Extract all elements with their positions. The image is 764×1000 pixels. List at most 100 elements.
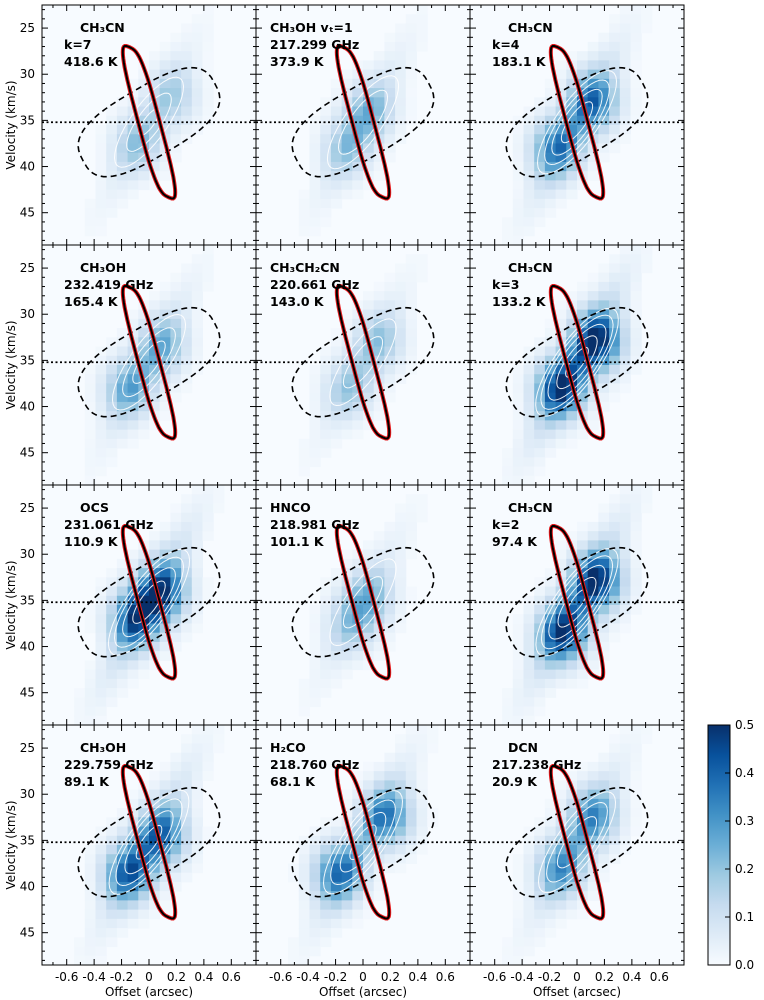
pixel	[523, 715, 535, 725]
pixel	[598, 558, 610, 569]
pixel	[523, 946, 535, 957]
pixel	[352, 401, 364, 412]
pixel	[577, 909, 589, 920]
pixel	[577, 798, 589, 809]
pixel	[405, 291, 417, 301]
pixel	[363, 900, 375, 911]
pixel	[641, 263, 653, 274]
pixel	[330, 826, 343, 837]
pixel	[320, 208, 332, 218]
pixel	[298, 457, 310, 468]
pixel	[191, 752, 203, 763]
pixel	[181, 632, 193, 643]
panel-label-line: 20.9 K	[492, 774, 538, 789]
pixel	[149, 641, 161, 652]
pixel	[405, 826, 417, 837]
pixel	[416, 798, 428, 809]
pixel	[159, 651, 171, 661]
pixel	[309, 826, 321, 837]
pixel	[534, 365, 546, 375]
x-tick-label: 0	[359, 970, 367, 984]
pixel	[363, 134, 375, 144]
pixel	[298, 909, 310, 920]
pixel	[352, 568, 364, 578]
pixel	[149, 909, 161, 920]
pixel	[116, 328, 129, 338]
pixel	[384, 51, 396, 61]
pixel	[373, 152, 385, 163]
pixel	[598, 134, 610, 144]
pixel	[587, 761, 599, 772]
pixel	[512, 152, 524, 163]
pixel	[138, 152, 150, 163]
pixel	[630, 485, 642, 495]
pixel	[149, 69, 161, 80]
model-curve-dashed	[505, 546, 649, 658]
pixel	[202, 263, 214, 274]
pixel	[191, 558, 203, 569]
pixel	[138, 817, 150, 828]
pixel	[309, 660, 321, 671]
panel-image	[256, 485, 470, 725]
pixel	[170, 808, 182, 818]
pixel	[298, 706, 310, 717]
pixel	[619, 789, 631, 800]
pixel	[341, 318, 353, 329]
pixel	[373, 780, 385, 791]
pixel	[534, 180, 546, 191]
pixel	[341, 845, 353, 855]
pixel	[159, 365, 171, 375]
pixel	[181, 586, 193, 597]
pixel	[619, 835, 631, 846]
pixel	[609, 254, 621, 264]
pixel	[534, 605, 546, 615]
pixel	[395, 23, 407, 34]
pixel	[298, 872, 310, 883]
pixel	[309, 688, 321, 698]
pixel	[320, 909, 332, 920]
y-tick-label: 25	[20, 261, 35, 275]
pixel	[630, 60, 642, 71]
pixel	[181, 540, 193, 551]
pixel	[330, 678, 343, 689]
pixel	[598, 752, 610, 763]
pixel	[416, 808, 428, 818]
pixel	[405, 328, 417, 338]
pixel	[181, 549, 193, 560]
pixel	[395, 771, 407, 781]
pixel	[202, 51, 214, 61]
pixel	[609, 586, 621, 597]
pixel	[598, 605, 610, 615]
pixel	[95, 438, 107, 449]
pixel	[619, 780, 631, 791]
pixel	[106, 900, 118, 911]
pixel	[127, 401, 139, 412]
pixel	[523, 706, 535, 717]
pixel	[512, 660, 524, 671]
pixel	[566, 328, 578, 338]
pixel	[619, 337, 631, 348]
pixel	[373, 817, 385, 828]
pixel	[298, 198, 310, 209]
pixel	[95, 632, 107, 643]
pixel	[587, 401, 599, 412]
pixel	[191, 854, 203, 864]
pixel	[127, 605, 139, 615]
pixel	[138, 558, 150, 569]
pixel	[181, 300, 193, 311]
x-tick-label: -0.6	[55, 970, 78, 984]
pixel	[95, 457, 107, 468]
pixel	[405, 281, 417, 292]
pixel	[138, 881, 150, 892]
pixel	[523, 872, 535, 883]
pixel	[363, 420, 375, 431]
pixel	[587, 568, 599, 578]
pixel	[159, 798, 171, 809]
pixel	[116, 928, 129, 938]
pixel	[363, 771, 375, 781]
pixel	[84, 466, 96, 477]
pixel	[191, 125, 203, 135]
pixel	[598, 365, 610, 375]
